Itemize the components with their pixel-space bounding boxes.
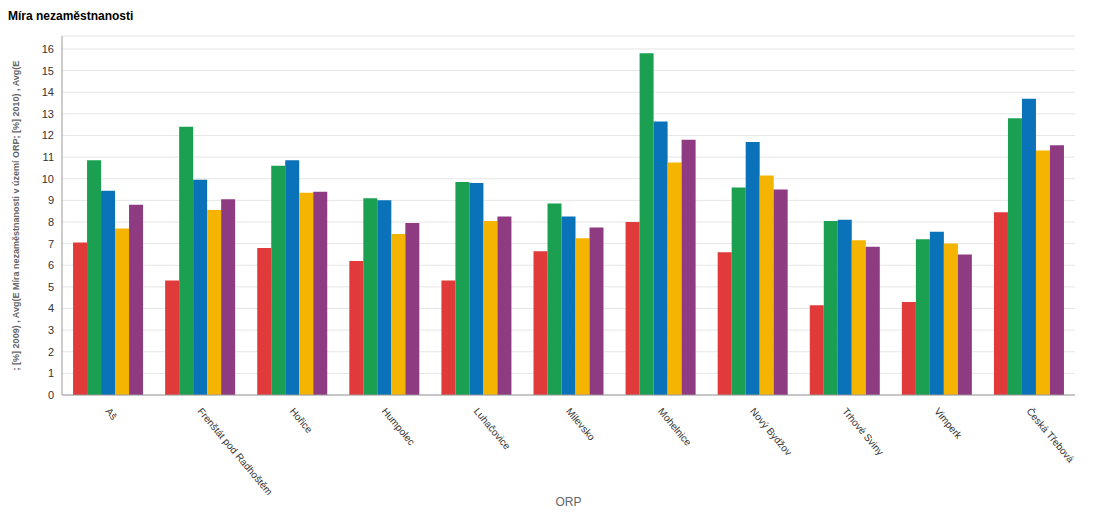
svg-text:7: 7	[48, 238, 54, 250]
html-text:Míra nezaměstnanosti: Míra nezaměstnanosti	[8, 9, 134, 23]
svg-text:16: 16	[42, 43, 54, 55]
svg-text:3: 3	[48, 324, 54, 336]
svg-text:4: 4	[48, 302, 54, 314]
svg-text:9: 9	[48, 194, 54, 206]
svg-text:14: 14	[42, 86, 54, 98]
svg-text:Milevsko: Milevsko	[564, 406, 598, 443]
svg-text:15: 15	[42, 65, 54, 77]
svg-text:Česká Třebová: Česká Třebová	[1024, 405, 1077, 465]
svg-text:Aš: Aš	[103, 406, 119, 422]
svg-text:12: 12	[42, 129, 54, 141]
svg-text:Nový Bydžov: Nový Bydžov	[748, 406, 794, 458]
svg-text:5: 5	[48, 281, 54, 293]
svg-text:Frenštát pod Radhoštěm: Frenštát pod Radhoštěm	[196, 406, 275, 497]
svg-text:8: 8	[48, 216, 54, 228]
svg-text:ORP: ORP	[555, 495, 581, 508]
svg-text:Hořice: Hořice	[288, 406, 315, 436]
svg-text:2: 2	[48, 346, 54, 358]
svg-text:Humpolec: Humpolec	[380, 406, 417, 448]
svg-text:13: 13	[42, 108, 54, 120]
svg-text:0: 0	[48, 389, 54, 401]
svg-text:Mohelnice: Mohelnice	[656, 406, 694, 448]
svg-text:; [%] 2009) , Avg(E Míra nezam: ; [%] 2009) , Avg(E Míra nezaměstnanosti…	[11, 61, 21, 371]
svg-text:10: 10	[42, 173, 54, 185]
svg-text:Luhačovice: Luhačovice	[472, 406, 513, 452]
svg-text:11: 11	[43, 151, 54, 163]
svg-text:Vimperk: Vimperk	[932, 406, 965, 442]
svg-text:6: 6	[48, 259, 54, 271]
svg-text:Trhové Sviny: Trhové Sviny	[840, 406, 886, 457]
svg-text:1: 1	[48, 367, 54, 379]
